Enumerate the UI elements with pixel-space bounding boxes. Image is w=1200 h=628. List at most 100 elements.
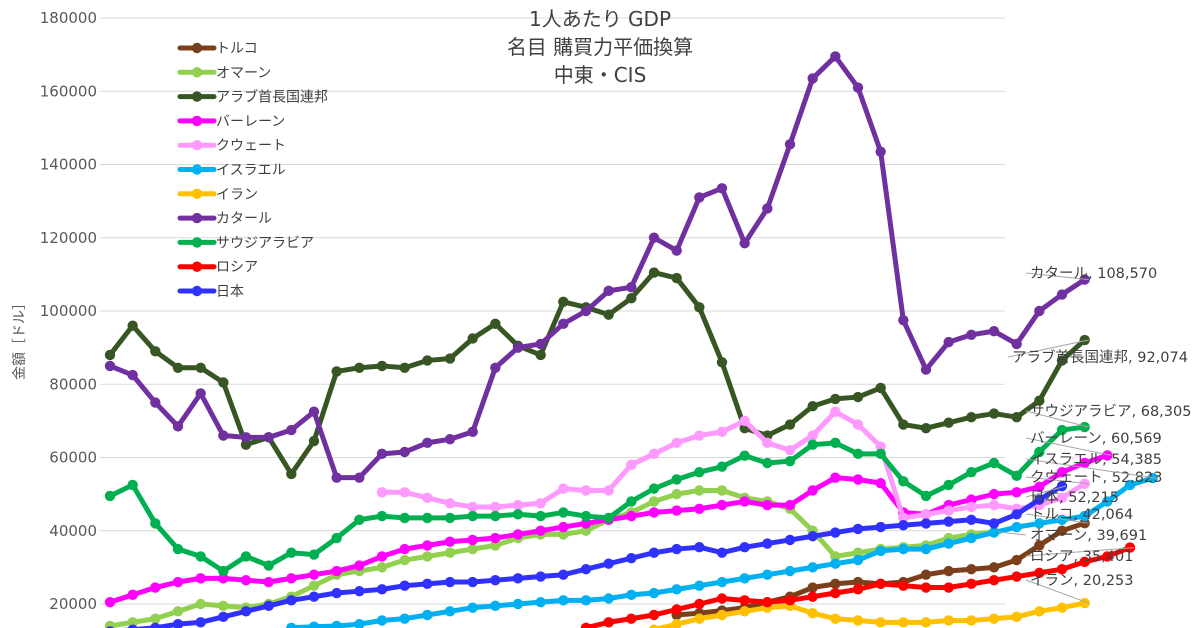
data-point — [784, 595, 796, 606]
data-point — [988, 527, 1000, 538]
data-point — [1034, 518, 1045, 529]
legend-item: ロシア — [177, 260, 258, 276]
data-point — [626, 292, 637, 304]
data-point — [807, 485, 818, 496]
data-point — [716, 576, 728, 588]
legend-label: カタール — [216, 211, 272, 227]
data-point — [716, 183, 728, 194]
leader-line — [997, 531, 1027, 536]
data-point — [966, 564, 977, 575]
data-point — [467, 602, 478, 613]
data-point — [263, 560, 274, 571]
data-point — [852, 615, 864, 626]
data-point — [716, 547, 728, 558]
leader-line — [1025, 513, 1089, 524]
data-point — [558, 569, 569, 580]
data-point — [898, 314, 909, 326]
legend-label: イラン — [216, 187, 258, 203]
data-point — [263, 600, 274, 612]
end-label: カタール, 108,570 — [1030, 265, 1157, 282]
data-point — [852, 554, 864, 566]
data-point — [104, 620, 116, 628]
legend-swatch-marker — [191, 67, 203, 78]
legend-swatch-marker — [191, 237, 203, 248]
data-point — [376, 448, 388, 460]
data-point — [399, 446, 410, 458]
data-point — [1102, 551, 1113, 562]
data-point — [988, 574, 1000, 586]
legend-swatch-marker — [191, 91, 203, 102]
data-point — [671, 272, 682, 284]
data-point — [694, 613, 705, 624]
data-point — [1056, 602, 1068, 613]
data-point — [558, 529, 569, 540]
y-tick-label: 80000 — [49, 375, 97, 393]
data-point — [399, 554, 410, 566]
data-point — [1011, 521, 1022, 533]
data-point — [830, 551, 841, 562]
data-point — [694, 485, 705, 496]
data-point — [920, 543, 932, 555]
data-point — [172, 618, 184, 628]
chart-title: 1人あたり GDP 名目 購買力平価換算 中東・CIS — [507, 7, 693, 87]
legend-item: 日本 — [177, 284, 244, 300]
data-point — [671, 618, 682, 628]
data-point — [648, 587, 660, 599]
data-point — [988, 408, 1000, 419]
data-point — [1034, 481, 1045, 492]
data-point — [444, 536, 456, 547]
y-tick-label: 120000 — [40, 229, 97, 247]
data-point — [648, 483, 660, 494]
data-point — [603, 593, 614, 604]
data-point — [649, 624, 659, 628]
end-label: アラブ首長国連邦, 92,074 — [1012, 348, 1188, 366]
data-point — [127, 624, 138, 628]
y-tick-label: 160000 — [40, 82, 97, 100]
data-point — [694, 302, 705, 313]
data-point — [943, 417, 954, 428]
data-point — [535, 349, 546, 361]
data-point — [376, 551, 388, 562]
data-point — [218, 565, 229, 577]
data-point — [308, 580, 320, 591]
data-point — [286, 622, 297, 628]
y-tick-label: 40000 — [49, 522, 97, 540]
data-point — [308, 549, 320, 560]
data-point — [263, 432, 274, 443]
data-point — [104, 596, 116, 608]
data-point — [671, 488, 682, 500]
data-point — [875, 521, 886, 533]
data-point — [580, 564, 592, 575]
data-point — [694, 192, 705, 203]
data-point — [490, 540, 501, 551]
data-point — [354, 362, 365, 373]
data-point — [671, 584, 682, 595]
leader-line — [1025, 458, 1157, 479]
data-point — [716, 593, 728, 604]
end-label: トルコ, 42,064 — [1030, 507, 1133, 523]
data-point — [784, 139, 796, 150]
data-point — [1011, 338, 1022, 350]
data-point — [1034, 395, 1045, 406]
data-point — [694, 466, 705, 478]
data-point — [875, 617, 886, 628]
data-point — [694, 580, 705, 591]
data-point — [807, 607, 818, 619]
y-tick-label: 60000 — [49, 449, 97, 467]
data-point — [694, 598, 705, 610]
data-point — [308, 435, 320, 447]
data-point — [830, 558, 841, 569]
data-point — [1079, 457, 1090, 469]
data-point — [150, 518, 161, 529]
data-point — [422, 540, 433, 551]
data-point — [422, 437, 433, 449]
data-point — [376, 360, 388, 372]
end-labels: トルコ, 42,064 オマーン, 39,691 アラブ首長国連邦, 92,074 バ… — [997, 265, 1191, 604]
data-point — [127, 589, 138, 601]
data-point — [626, 496, 637, 507]
leader-line — [1007, 339, 1089, 358]
data-point — [784, 534, 796, 546]
series-6 — [286, 472, 1158, 628]
data-point — [920, 582, 932, 593]
series-group — [104, 51, 1158, 628]
